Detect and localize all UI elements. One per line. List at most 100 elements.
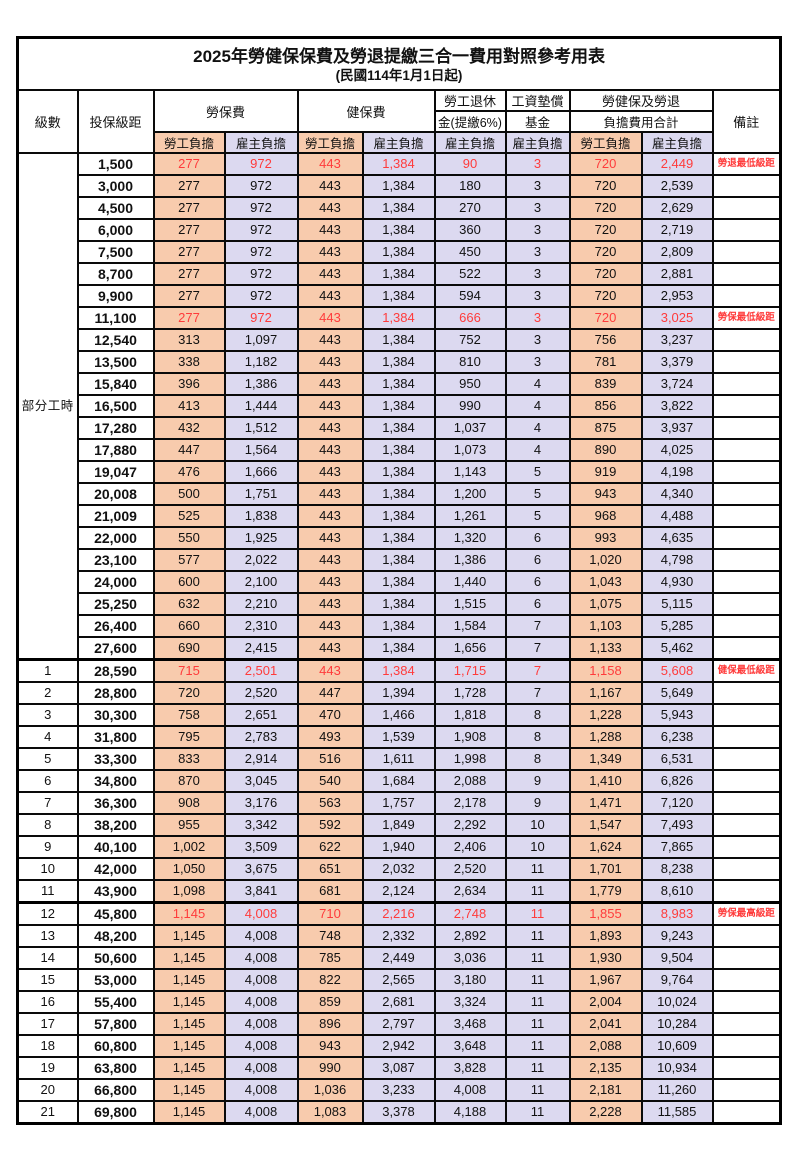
remark-cell (711, 946, 782, 970)
labor-employee-cell: 1,002 (152, 835, 226, 859)
health-employer-cell: 1,611 (361, 747, 436, 771)
wage-fund-employer-cell: 4 (504, 416, 571, 440)
salary-cell: 17,280 (76, 416, 155, 440)
salary-cell: 26,400 (76, 614, 155, 638)
wage-fund-employer-cell: 11 (504, 1012, 571, 1036)
labor-employee-cell: 1,145 (152, 946, 226, 970)
labor-employee-cell: 277 (152, 262, 226, 286)
col-header-health-insurance: 健保費 (296, 89, 436, 133)
health-employee-cell: 443 (296, 350, 364, 374)
labor-employee-cell: 720 (152, 681, 226, 705)
wage-fund-employer-cell: 4 (504, 372, 571, 396)
total-employee-cell: 720 (568, 196, 643, 220)
labor-employer-cell: 1,444 (223, 394, 299, 418)
health-employer-cell: 1,384 (361, 328, 436, 352)
total-employee-cell: 943 (568, 482, 643, 506)
table-row: 12,540 313 1,097 443 1,384 752 3 756 3,237 (18, 328, 782, 352)
health-employee-cell: 443 (296, 284, 364, 308)
remark-cell: 勞保最低級距 (711, 306, 782, 330)
salary-cell: 24,000 (76, 570, 155, 594)
health-employer-cell: 2,124 (361, 879, 436, 904)
total-employer-cell: 7,865 (640, 835, 714, 859)
remark-cell (711, 791, 782, 815)
salary-cell: 20,008 (76, 482, 155, 506)
total-employer-cell: 5,943 (640, 703, 714, 727)
salary-cell: 38,200 (76, 813, 155, 837)
pension-employer-cell: 1,386 (433, 548, 507, 572)
remark-cell (711, 218, 782, 242)
health-employer-cell: 2,681 (361, 990, 436, 1014)
total-employee-cell: 720 (568, 284, 643, 308)
pension-employer-cell: 1,728 (433, 681, 507, 705)
pension-employer-cell: 3,180 (433, 968, 507, 992)
salary-cell: 3,000 (76, 174, 155, 198)
total-employer-cell: 2,953 (640, 284, 714, 308)
pension-employer-cell: 2,520 (433, 857, 507, 881)
labor-employee-cell: 550 (152, 526, 226, 550)
salary-cell: 30,300 (76, 703, 155, 727)
table-row: 14 50,600 1,145 4,008 785 2,449 3,036 11 1,930 9,… (16, 946, 782, 970)
health-employee-cell: 443 (296, 504, 364, 528)
remark-cell (711, 1012, 782, 1036)
pension-employer-cell: 1,908 (433, 725, 507, 749)
header-row-groups: 級數 投保級距 勞保費 健保費 勞工退休 工資墊償 勞健保及勞退 備註 (16, 89, 782, 154)
total-employer-cell: 5,115 (640, 592, 714, 616)
labor-employer-cell: 972 (223, 174, 299, 198)
health-employee-cell: 443 (296, 328, 364, 352)
labor-employer-cell: 2,520 (223, 681, 299, 705)
table-row: 20,008 500 1,751 443 1,384 1,200 5 943 4,340 (18, 482, 782, 506)
health-employer-cell: 2,032 (361, 857, 436, 881)
total-employer-cell: 4,635 (640, 526, 714, 550)
salary-cell: 15,840 (76, 372, 155, 396)
remark-cell (711, 394, 782, 418)
total-employer-cell: 9,243 (640, 924, 714, 948)
col-header-labor-employer-share: 雇主負擔 (223, 131, 299, 154)
total-employer-cell: 3,379 (640, 350, 714, 374)
labor-employer-cell: 4,008 (223, 1056, 299, 1080)
health-employer-cell: 2,449 (361, 946, 436, 970)
pension-employer-cell: 1,656 (433, 636, 507, 661)
total-employee-cell: 2,004 (568, 990, 643, 1014)
total-employer-cell: 4,930 (640, 570, 714, 594)
table-row: 22,000 550 1,925 443 1,384 1,320 6 993 4,635 (18, 526, 782, 550)
labor-employee-cell: 525 (152, 504, 226, 528)
total-employee-cell: 1,930 (568, 946, 643, 970)
wage-fund-employer-cell: 11 (504, 946, 571, 970)
level-cell: 6 (16, 769, 79, 793)
table-row: 19,047 476 1,666 443 1,384 1,143 5 919 4,198 (18, 460, 782, 484)
wage-fund-employer-cell: 7 (504, 636, 571, 661)
labor-employer-cell: 2,914 (223, 747, 299, 771)
total-employee-cell: 1,133 (568, 636, 643, 661)
salary-cell: 45,800 (76, 901, 155, 926)
level-cell: 5 (16, 747, 79, 771)
remark-cell (711, 174, 782, 198)
remark-cell (711, 548, 782, 572)
wage-fund-employer-cell: 11 (504, 1078, 571, 1102)
health-employee-cell: 493 (296, 725, 364, 749)
table-row: 17,880 447 1,564 443 1,384 1,073 4 890 4,025 (18, 438, 782, 462)
total-employee-cell: 1,967 (568, 968, 643, 992)
wage-fund-employer-cell: 3 (504, 328, 571, 352)
pension-employer-cell: 270 (433, 196, 507, 220)
labor-employee-cell: 476 (152, 460, 226, 484)
wage-fund-employer-cell: 5 (504, 460, 571, 484)
level-cell: 2 (16, 681, 79, 705)
remark-cell: 勞保最高級距 (711, 901, 782, 926)
labor-employee-cell: 955 (152, 813, 226, 837)
total-employer-cell: 6,531 (640, 747, 714, 771)
pension-employer-cell: 2,088 (433, 769, 507, 793)
col-header-labor-insurance: 勞保費 (152, 89, 299, 133)
salary-cell: 23,100 (76, 548, 155, 572)
wage-fund-employer-cell: 11 (504, 1034, 571, 1058)
total-employer-cell: 3,822 (640, 394, 714, 418)
salary-cell: 9,900 (76, 284, 155, 308)
col-header-pension-line1: 勞工退休 (433, 89, 507, 112)
remark-cell (711, 328, 782, 352)
table-row: 16,500 413 1,444 443 1,384 990 4 856 3,822 (18, 394, 782, 418)
total-employer-cell: 10,609 (640, 1034, 714, 1058)
table-row: 16 55,400 1,145 4,008 859 2,681 3,324 11 2,004 10… (16, 990, 782, 1014)
labor-employee-cell: 1,050 (152, 857, 226, 881)
labor-employer-cell: 1,925 (223, 526, 299, 550)
wage-fund-employer-cell: 8 (504, 725, 571, 749)
table-row: 5 33,300 833 2,914 516 1,611 1,998 8 1,349 6,531 (16, 747, 782, 771)
